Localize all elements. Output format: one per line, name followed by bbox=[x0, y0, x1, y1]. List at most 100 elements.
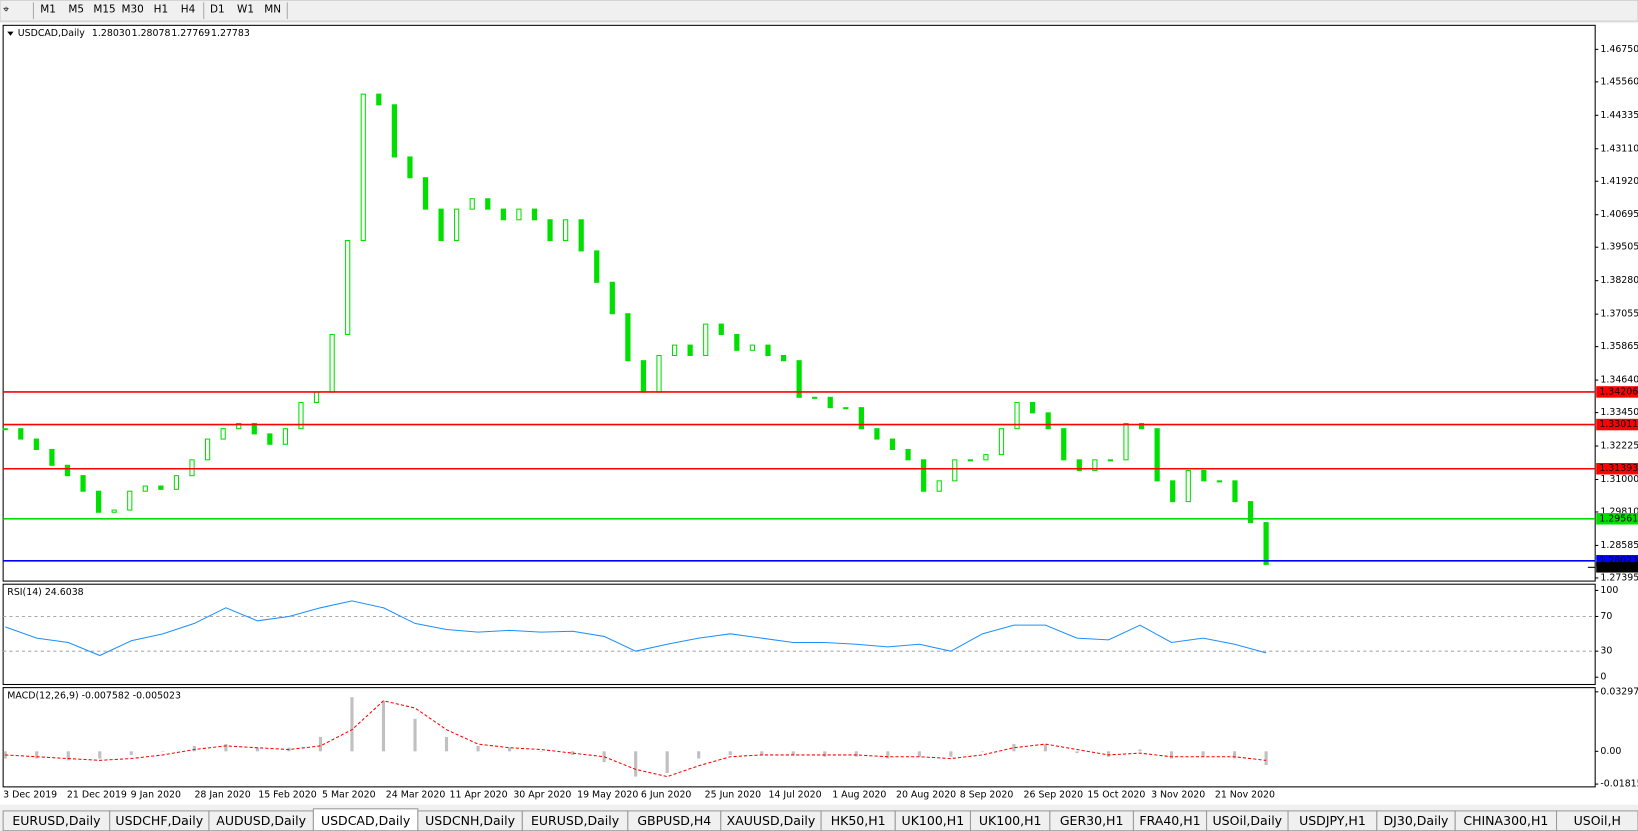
level-label: 1.28023 bbox=[1599, 555, 1638, 566]
macd-bar bbox=[665, 751, 669, 773]
tab-label[interactable]: USDCAD,Daily bbox=[321, 813, 411, 828]
price-label: 1.46750 bbox=[1600, 44, 1638, 55]
candle bbox=[80, 475, 86, 492]
candle bbox=[936, 480, 942, 492]
macd-bar bbox=[192, 745, 196, 752]
level-label-bg bbox=[1596, 418, 1638, 431]
candle bbox=[1014, 401, 1020, 430]
macd-tick-label: 0.00 bbox=[1600, 746, 1621, 757]
price-label: 1.29810 bbox=[1600, 506, 1638, 517]
candle bbox=[1092, 459, 1098, 471]
tab-label[interactable]: FRA40,H1 bbox=[1139, 813, 1200, 828]
candle bbox=[1247, 501, 1254, 524]
price-label: 1.44335 bbox=[1600, 110, 1638, 121]
candle bbox=[687, 344, 693, 357]
crosshair-icon: ⌖ bbox=[3, 4, 9, 16]
tab-label[interactable]: EURUSD,Daily bbox=[12, 813, 101, 828]
candle bbox=[812, 396, 818, 399]
macd-bar bbox=[413, 718, 417, 752]
candle bbox=[983, 454, 989, 461]
tab-label[interactable]: USDJPY,H1 bbox=[1299, 813, 1366, 828]
candle bbox=[1185, 469, 1191, 503]
timeframe-button[interactable]: M30 bbox=[122, 4, 144, 16]
tab-label[interactable]: GER30,H1 bbox=[1060, 813, 1124, 828]
timeframe-button[interactable]: D1 bbox=[210, 4, 225, 16]
macd-bar bbox=[224, 744, 228, 752]
timeframe-button[interactable]: M5 bbox=[68, 4, 84, 16]
candle bbox=[236, 422, 242, 430]
candle bbox=[49, 448, 55, 466]
date-label: 15 Oct 2020 bbox=[1087, 790, 1145, 801]
date-label: 28 Jan 2020 bbox=[194, 790, 250, 801]
tab-label[interactable]: USOil,H bbox=[1574, 813, 1621, 828]
tab-label[interactable]: DJ30,Daily bbox=[1384, 813, 1449, 828]
price-label: 1.27395 bbox=[1600, 572, 1638, 583]
macd-tick-label: -0.018154 bbox=[1600, 779, 1638, 790]
timeframe-button[interactable]: MN bbox=[264, 4, 281, 16]
date-label: 14 Jul 2020 bbox=[768, 790, 821, 801]
current-price-label: 1.27783 bbox=[1599, 562, 1638, 573]
tab-label[interactable]: XAUUSD,Daily bbox=[727, 813, 816, 828]
candle bbox=[1154, 428, 1160, 482]
price-label: 1.37055 bbox=[1600, 309, 1638, 320]
macd-bar bbox=[728, 751, 732, 755]
price-label: 1.32225 bbox=[1600, 441, 1638, 452]
macd-bar bbox=[161, 751, 165, 752]
macd-bar bbox=[1012, 744, 1016, 752]
macd-bar bbox=[791, 751, 795, 755]
tab-label[interactable]: USDCHF,Daily bbox=[115, 813, 203, 828]
tab-label[interactable]: UK100,H1 bbox=[902, 813, 965, 828]
candle bbox=[407, 156, 413, 179]
chart-area bbox=[0, 23, 1638, 805]
level-label-bg bbox=[1596, 386, 1638, 398]
price-label: 1.28585 bbox=[1600, 540, 1638, 551]
timeframe-button[interactable]: M15 bbox=[93, 4, 115, 16]
rsi-tick-label: 30 bbox=[1600, 646, 1612, 657]
macd-bar bbox=[634, 751, 638, 777]
candle bbox=[391, 104, 397, 158]
tab-label[interactable]: EURUSD,Daily bbox=[531, 813, 620, 828]
tab-label[interactable]: AUDUSD,Daily bbox=[216, 813, 306, 828]
candle bbox=[921, 459, 927, 492]
candle bbox=[843, 407, 849, 410]
date-label: 26 Sep 2020 bbox=[1024, 790, 1084, 801]
price-label: 1.34640 bbox=[1600, 375, 1638, 386]
tab-label[interactable]: HK50,H1 bbox=[831, 813, 886, 828]
price-label: 1.38280 bbox=[1600, 275, 1638, 286]
timeframe-button[interactable]: W1 bbox=[237, 4, 254, 16]
macd-bar bbox=[98, 751, 102, 759]
main-panel bbox=[2, 24, 1596, 582]
date-label: 21 Dec 2019 bbox=[67, 790, 127, 801]
tab-label[interactable]: USOil,Daily bbox=[1213, 813, 1283, 828]
tab-label[interactable]: GBPUSD,H4 bbox=[637, 813, 711, 828]
date-label: 6 Jun 2020 bbox=[641, 790, 692, 801]
macd-bar bbox=[1043, 744, 1048, 752]
macd-bar bbox=[571, 751, 575, 755]
timeframe-button[interactable]: H1 bbox=[154, 4, 169, 16]
candle bbox=[594, 250, 600, 283]
candle bbox=[1076, 459, 1082, 471]
macd-bar bbox=[886, 751, 890, 759]
candle bbox=[422, 177, 429, 210]
level-label: 1.29561 bbox=[1599, 513, 1638, 524]
candle bbox=[656, 354, 662, 393]
date-label: 5 Mar 2020 bbox=[322, 790, 376, 801]
macd-bar bbox=[350, 697, 354, 752]
candle bbox=[749, 344, 756, 351]
candle bbox=[1045, 412, 1051, 430]
candle bbox=[703, 323, 709, 357]
macd-bar bbox=[255, 747, 259, 752]
price-label: 1.43110 bbox=[1600, 143, 1638, 154]
ohlc-value: 1.27769 bbox=[171, 28, 210, 39]
tab-label[interactable]: UK100,H1 bbox=[979, 813, 1042, 828]
menu-arrow[interactable] bbox=[7, 31, 14, 36]
timeframe-button[interactable]: H4 bbox=[181, 4, 196, 16]
candle bbox=[889, 438, 896, 450]
tab-label[interactable]: USDCNH,Daily bbox=[425, 813, 515, 828]
macd-bar bbox=[1106, 751, 1111, 757]
tab-label[interactable]: CHINA300,H1 bbox=[1463, 813, 1548, 828]
macd-bar bbox=[854, 751, 858, 757]
candle bbox=[454, 208, 460, 242]
timeframe-button[interactable]: M1 bbox=[40, 4, 56, 16]
